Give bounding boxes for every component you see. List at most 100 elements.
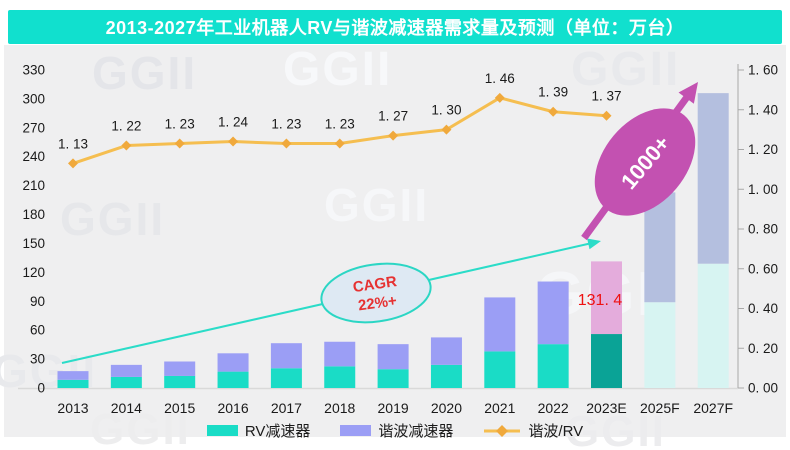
bar-harmonic-2023E <box>591 261 622 335</box>
ratio-value-label: 1. 27 <box>378 109 408 124</box>
total-2023e-label: 131. 4 <box>578 292 623 309</box>
ratio-value-label: 1. 22 <box>111 119 141 134</box>
left-axis-tick: 60 <box>30 323 45 338</box>
legend-label-harmonic: 谐波减速器 <box>378 423 454 440</box>
bar-rv-2021 <box>484 351 516 388</box>
legend-label-ratio: 谐波/RV <box>528 423 584 440</box>
bar-harmonic-2027F <box>697 93 729 264</box>
left-axis-tick: 90 <box>30 294 45 309</box>
bar-rv-2018 <box>324 366 356 388</box>
ratio-value-label: 1. 24 <box>218 115 249 130</box>
bar-harmonic-2016 <box>217 353 249 372</box>
ratio-marker-2021 <box>494 92 505 103</box>
bar-harmonic-2025F <box>644 192 676 303</box>
ratio-value-label: 1. 37 <box>591 89 621 104</box>
left-axis-tick: 330 <box>22 63 45 78</box>
ratio-line-series: 1. 13 1. 22 1. 23 1. 24 1. 23 1. 23 1. 27 1. 30… <box>58 71 622 169</box>
bar-harmonic-2015 <box>164 361 196 376</box>
chart-legend: RV减速器 谐波减速器 谐波/RV <box>0 420 790 441</box>
chart-title: 2013-2027年工业机器人RV与谐波减速器需求量及预测（单位：万台） <box>105 18 685 38</box>
left-axis-tick: 240 <box>22 149 45 164</box>
ratio-value-label: 1. 46 <box>485 71 515 86</box>
right-axis-tick: 1. 40 <box>748 102 778 117</box>
right-axis-tick: 1. 20 <box>748 142 778 157</box>
ratio-value-label: 1. 39 <box>538 85 568 100</box>
bar-harmonic-2020 <box>430 337 462 365</box>
left-axis-tick: 270 <box>22 120 45 135</box>
ratio-marker-2016 <box>228 136 239 147</box>
x-axis-label-2020: 2020 <box>431 400 462 416</box>
ratio-marker-2023E <box>601 110 612 121</box>
right-axis-tick: 0. 40 <box>748 301 778 316</box>
ratio-marker-2020 <box>441 124 452 135</box>
ratio-value-label: 1. 23 <box>325 117 355 132</box>
cagr-value: 22%+ <box>357 292 398 314</box>
left-axis-tick: 30 <box>30 352 45 367</box>
x-axis-label-2019: 2019 <box>378 400 409 416</box>
x-axis-label-2013: 2013 <box>57 400 88 416</box>
bar-harmonic-2021 <box>484 297 516 352</box>
legend-label-rv: RV减速器 <box>244 423 311 440</box>
legend-item-harmonic: 谐波减速器 <box>340 420 453 441</box>
legend-swatch-harmonic <box>340 425 372 436</box>
right-axis: 0. 00 0. 20 0. 40 0. 60 0. 80 1. 00 1. 20 1. 40… <box>737 63 778 396</box>
right-axis-tick: 1. 60 <box>748 63 778 78</box>
bar-rv-2013 <box>57 379 89 388</box>
cagr-label: CAGR <box>352 273 398 296</box>
bar-harmonic-2017 <box>270 343 302 369</box>
right-axis-tick: 0. 60 <box>748 261 778 276</box>
x-axis-labels: 2013 2014 2015 2016 2017 2018 2019 2020 2021 2022… <box>57 400 733 416</box>
bar-rv-2015 <box>164 375 196 388</box>
right-axis-tick: 0. 20 <box>748 341 778 356</box>
bar-rv-2022 <box>537 344 569 388</box>
left-axis-tick: 150 <box>22 236 45 251</box>
left-axis-tick: 180 <box>22 207 45 222</box>
left-axis-tick: 0 <box>37 381 45 396</box>
bar-rv-2027F <box>697 263 729 388</box>
x-axis-label-2021: 2021 <box>484 400 515 416</box>
bars-group <box>57 93 729 388</box>
left-axis-tick: 300 <box>22 91 45 106</box>
ratio-marker-2022 <box>548 106 559 117</box>
ratio-marker-2018 <box>334 138 345 149</box>
chart-title-bar: 2013-2027年工业机器人RV与谐波减速器需求量及预测（单位：万台） <box>8 10 782 44</box>
ratio-value-label: 1. 30 <box>431 103 461 118</box>
legend-item-rv: RV减速器 <box>206 420 311 441</box>
ratio-marker-2014 <box>121 140 132 151</box>
ratio-marker-2019 <box>388 130 399 141</box>
x-axis-label-2022: 2022 <box>538 400 569 416</box>
legend-line-marker-icon <box>484 424 521 437</box>
bar-rv-2014 <box>110 376 142 388</box>
bar-rv-2025F <box>644 302 676 388</box>
bar-harmonic-2013 <box>57 371 89 380</box>
ratio-marker-2013 <box>68 158 78 169</box>
left-axis-tick: 120 <box>22 265 45 280</box>
ratio-marker-2017 <box>281 138 292 149</box>
bar-rv-2016 <box>217 371 249 388</box>
bar-harmonic-2014 <box>110 364 142 377</box>
x-axis-label-2017: 2017 <box>271 400 302 416</box>
right-axis-tick: 1. 00 <box>748 182 778 197</box>
x-axis-label-2016: 2016 <box>217 400 248 416</box>
right-axis-tick: 0. 00 <box>748 381 778 396</box>
left-axis-labels: 0 30 60 90 120 150 180 210 240 270 300 330 <box>22 63 45 396</box>
left-axis-tick: 210 <box>22 178 45 193</box>
x-axis-label-2015: 2015 <box>164 400 195 416</box>
ratio-value-label: 1. 23 <box>165 117 195 132</box>
bar-rv-2017 <box>270 368 302 388</box>
legend-swatch-rv <box>206 425 238 436</box>
x-axis-label-2014: 2014 <box>111 400 142 416</box>
bar-harmonic-2018 <box>324 341 356 367</box>
ratio-value-label: 1. 13 <box>58 136 88 151</box>
bar-harmonic-2022 <box>537 281 569 345</box>
bar-rv-2020 <box>430 364 462 388</box>
x-axis-label-2027F: 2027F <box>693 400 733 416</box>
x-axis-label-2025F: 2025F <box>640 400 680 416</box>
legend-item-ratio: 谐波/RV <box>483 420 583 441</box>
right-axis-tick: 0. 80 <box>748 222 778 237</box>
ratio-value-label: 1. 23 <box>271 117 301 132</box>
x-axis-label-2018: 2018 <box>324 400 355 416</box>
